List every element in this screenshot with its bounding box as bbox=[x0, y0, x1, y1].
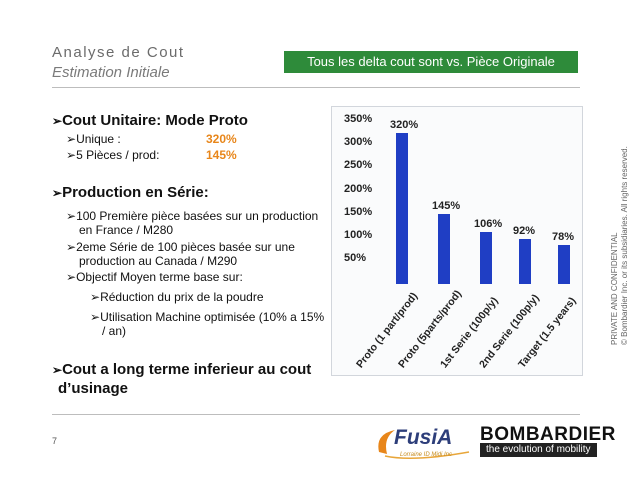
sub-bullet-2eme: ➢2eme Série de 100 pièces basée sur une bbox=[66, 240, 295, 254]
arrow-bullet-icon: ➢ bbox=[66, 240, 77, 254]
label: 5 Pièces / prod: bbox=[76, 148, 160, 162]
bar bbox=[480, 232, 492, 284]
arrow-bullet-icon: ➢ bbox=[66, 209, 77, 223]
data-label: 92% bbox=[513, 224, 536, 237]
data-label: 78% bbox=[552, 231, 575, 244]
y-tick-label: 300% bbox=[344, 136, 373, 149]
data-label: 145% bbox=[432, 199, 461, 212]
y-tick-label: 350% bbox=[344, 113, 373, 125]
sub-bullet-premiere: ➢100 Première pièce basées sur un produc… bbox=[66, 209, 319, 223]
sub-bullet-objectif: ➢Objectif Moyen terme base sur: bbox=[66, 270, 243, 284]
arrow-bullet-icon: ➢ bbox=[52, 363, 63, 377]
heading-text: Production en Série: bbox=[62, 184, 209, 201]
arrow-bullet-icon: ➢ bbox=[66, 148, 77, 162]
page-subtitle: Estimation Initiale bbox=[52, 64, 170, 81]
data-label: 320% bbox=[390, 118, 419, 131]
bombardier-logo: BOMBARDIER bbox=[480, 424, 616, 445]
bullet-cout-long-terme: ➢Cout a long terme inferieur au cout bbox=[52, 361, 312, 378]
value-5-pieces: 145% bbox=[206, 148, 237, 162]
label: Unique : bbox=[76, 132, 121, 146]
y-tick-label: 200% bbox=[344, 182, 373, 195]
bar bbox=[438, 213, 450, 284]
bombardier-tagline: the evolution of mobility bbox=[486, 444, 591, 455]
arrow-bullet-icon: ➢ bbox=[52, 186, 63, 200]
cost-bar-chart: 350% 300% 250% 200% 150% 100% 50% 320% Proto (1… bbox=[331, 106, 583, 376]
bar bbox=[558, 245, 570, 284]
callout-banner: Tous les delta cout sont vs. Pièce Origi… bbox=[284, 51, 578, 73]
arrow-bullet-icon: ➢ bbox=[66, 270, 77, 284]
sub-bullet-5-pieces: ➢5 Pièces / prod: bbox=[66, 148, 159, 162]
fusia-subtitle: Lorraine ID Midi Inc bbox=[400, 452, 453, 458]
y-tick-label: 100% bbox=[344, 228, 373, 241]
fusia-logo bbox=[378, 430, 470, 459]
bar bbox=[519, 238, 531, 284]
confidential-notice: PRIVATE AND CONFIDENTIAL © Bombardier In… bbox=[610, 146, 629, 345]
page-title: Analyse de Cout bbox=[52, 44, 185, 61]
bar bbox=[396, 132, 408, 284]
y-tick-label: 250% bbox=[344, 159, 373, 172]
arrow-bullet-icon: ➢ bbox=[90, 310, 101, 324]
arrow-bullet-icon: ➢ bbox=[66, 132, 77, 146]
bullet-production-serie: ➢Production en Série: bbox=[52, 184, 209, 201]
y-tick-label: 150% bbox=[344, 205, 373, 218]
sub-bullet-unique: ➢Unique : bbox=[66, 132, 121, 146]
sub-sub-bullet-utilisation: ➢Utilisation Machine optimisée (10% a 15… bbox=[90, 310, 325, 324]
top-divider bbox=[52, 87, 580, 88]
bullet-cout-long-terme-cont: d’usinage bbox=[58, 380, 129, 397]
bullet-cout-unitaire: ➢Cout Unitaire: Mode Proto bbox=[52, 112, 248, 129]
bombardier-tagline-bar bbox=[480, 443, 597, 457]
page-number: 7 bbox=[52, 436, 58, 446]
value-unique: 320% bbox=[206, 132, 237, 146]
sub-sub-bullet-utilisation-cont: / an) bbox=[102, 324, 127, 338]
heading-text: Cout Unitaire: Mode Proto bbox=[62, 112, 248, 129]
sub-bullet-premiere-cont: en France / M280 bbox=[79, 223, 174, 237]
arrow-bullet-icon: ➢ bbox=[90, 290, 101, 304]
bottom-divider bbox=[52, 414, 580, 415]
sub-sub-bullet-reduction: ➢Réduction du prix de la poudre bbox=[90, 290, 264, 304]
arrow-bullet-icon: ➢ bbox=[52, 114, 63, 128]
sub-bullet-2eme-cont: production au Canada / M290 bbox=[79, 254, 238, 268]
y-tick-label: 50% bbox=[344, 252, 367, 264]
data-label: 106% bbox=[474, 218, 503, 231]
fusia-wordmark: FusiA bbox=[394, 426, 453, 449]
